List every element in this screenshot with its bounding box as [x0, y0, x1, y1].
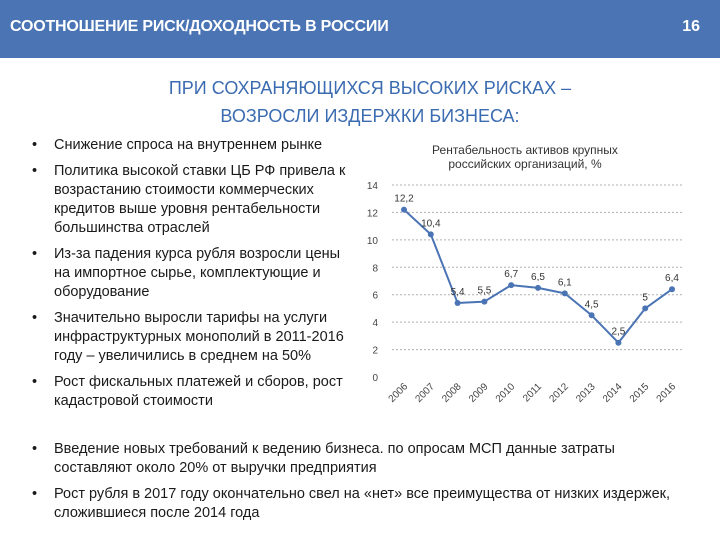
data-point — [481, 298, 488, 305]
data-label: 6,1 — [558, 277, 572, 288]
data-point — [588, 312, 595, 319]
y-tick-label: 10 — [367, 236, 379, 247]
data-label: 10,4 — [421, 218, 441, 229]
bullet-item: Значительно выросли тарифы на услуги инф… — [28, 309, 358, 366]
header-bar: СООТНОШЕНИЕ РИСК/ДОХОДНОСТЬ В РОССИИ 16 — [0, 0, 720, 58]
data-point — [454, 299, 461, 306]
bullet-list-bottom: Введение новых требований к ведению бизн… — [28, 440, 688, 530]
subtitle-line-2: ВОЗРОСЛИ ИЗДЕРЖКИ БИЗНЕСА: — [220, 106, 520, 126]
x-tick-label: 2011 — [521, 381, 544, 404]
y-tick-label: 0 — [372, 373, 378, 384]
bullet-item: Из-за падения курса рубля возросли цены … — [28, 245, 358, 302]
data-label: 6,5 — [531, 272, 545, 283]
bullet-item: Политика высокой ставки ЦБ РФ привела к … — [28, 162, 358, 238]
data-label: 4,5 — [585, 299, 599, 310]
data-point — [642, 305, 649, 312]
data-point — [427, 231, 434, 238]
data-label: 12,2 — [394, 194, 414, 205]
data-label: 5,5 — [477, 286, 491, 297]
y-tick-label: 2 — [372, 346, 378, 357]
x-tick-label: 2010 — [494, 381, 518, 405]
page-number: 16 — [682, 18, 700, 35]
data-label: 2,5 — [611, 327, 625, 338]
x-tick-label: 2013 — [574, 381, 598, 405]
data-label: 5,4 — [451, 287, 465, 298]
y-tick-label: 6 — [372, 291, 378, 302]
x-tick-label: 2008 — [440, 381, 464, 405]
data-label: 6,7 — [504, 269, 518, 280]
data-point — [561, 290, 568, 297]
data-point — [669, 286, 675, 293]
y-tick-label: 4 — [372, 318, 378, 329]
bullet-item: Введение новых требований к ведению бизн… — [28, 440, 688, 478]
chart-title: Рентабельность активов крупных российски… — [432, 143, 618, 171]
slide-title: СООТНОШЕНИЕ РИСК/ДОХОДНОСТЬ В РОССИИ — [10, 18, 389, 35]
data-point — [401, 206, 407, 213]
line-chart: 0 2 4 6 8 10 12 14 12,2 2006 10,4 2007 5,4 2008 5,5 200… — [367, 181, 684, 405]
data-point — [615, 339, 622, 346]
subtitle-line-1: ПРИ СОХРАНЯЮЩИХСЯ ВЫСОКИХ РИСКАХ – — [168, 78, 572, 98]
y-tick-label: 12 — [367, 208, 379, 219]
data-point — [508, 282, 515, 289]
x-tick-label: 2006 — [387, 381, 411, 405]
bullet-item: Рост рубля в 2017 году окончательно свел… — [28, 485, 688, 523]
bullet-item: Рост фискальных платежей и сборов, рост … — [28, 373, 358, 411]
x-tick-label: 2007 — [413, 381, 437, 405]
x-tick-label: 2012 — [547, 381, 571, 405]
bullet-item: Снижение спроса на внутреннем рынке — [28, 136, 358, 155]
data-point — [535, 284, 541, 291]
x-tick-label: 2014 — [601, 381, 625, 405]
x-tick-label: 2015 — [628, 381, 652, 405]
data-label: 6,4 — [665, 273, 679, 284]
y-tick-label: 8 — [372, 263, 378, 274]
x-tick-label: 2016 — [655, 381, 679, 405]
data-label: 5 — [642, 292, 648, 303]
y-tick-label: 14 — [367, 181, 379, 192]
slide-subtitle: ПРИ СОХРАНЯЮЩИХСЯ ВЫСОКИХ РИСКАХ – ВОЗРО… — [100, 74, 640, 130]
bullet-list-left: Снижение спроса на внутреннем рынке Поли… — [28, 136, 358, 418]
x-tick-label: 2009 — [467, 381, 491, 405]
